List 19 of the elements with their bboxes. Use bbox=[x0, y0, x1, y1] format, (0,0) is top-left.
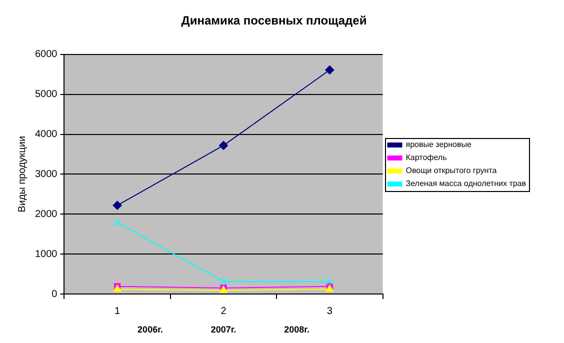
legend-label: Зеленая масса однолетних трав bbox=[406, 179, 526, 188]
y-tick-label: 3000 bbox=[34, 168, 58, 180]
y-tick-label: 5000 bbox=[34, 89, 58, 100]
y-tick-label: 0 bbox=[52, 288, 58, 300]
chart-title: Динамика посевных площадей bbox=[181, 14, 367, 28]
y-tick-label: 4000 bbox=[34, 129, 58, 140]
text: 2007г. bbox=[210, 324, 236, 334]
x-tick-label: 3 bbox=[326, 306, 333, 317]
y-tick-label: 2000 bbox=[34, 208, 58, 220]
legend-label: Овощи открытого грунта bbox=[406, 166, 498, 176]
text: 2008г. bbox=[284, 324, 310, 334]
y-tick-label: 6000 bbox=[34, 49, 58, 60]
text: 2006г. bbox=[138, 324, 163, 334]
y-axis-title: Виды продукции bbox=[16, 136, 28, 212]
x-tick-label: 2 bbox=[220, 306, 227, 317]
x-tick-label: 1 bbox=[114, 306, 121, 317]
legend-label: Картофель bbox=[406, 153, 447, 162]
legend-label: яровые зерновые bbox=[406, 140, 472, 150]
y-tick-label: 1000 bbox=[34, 248, 58, 260]
